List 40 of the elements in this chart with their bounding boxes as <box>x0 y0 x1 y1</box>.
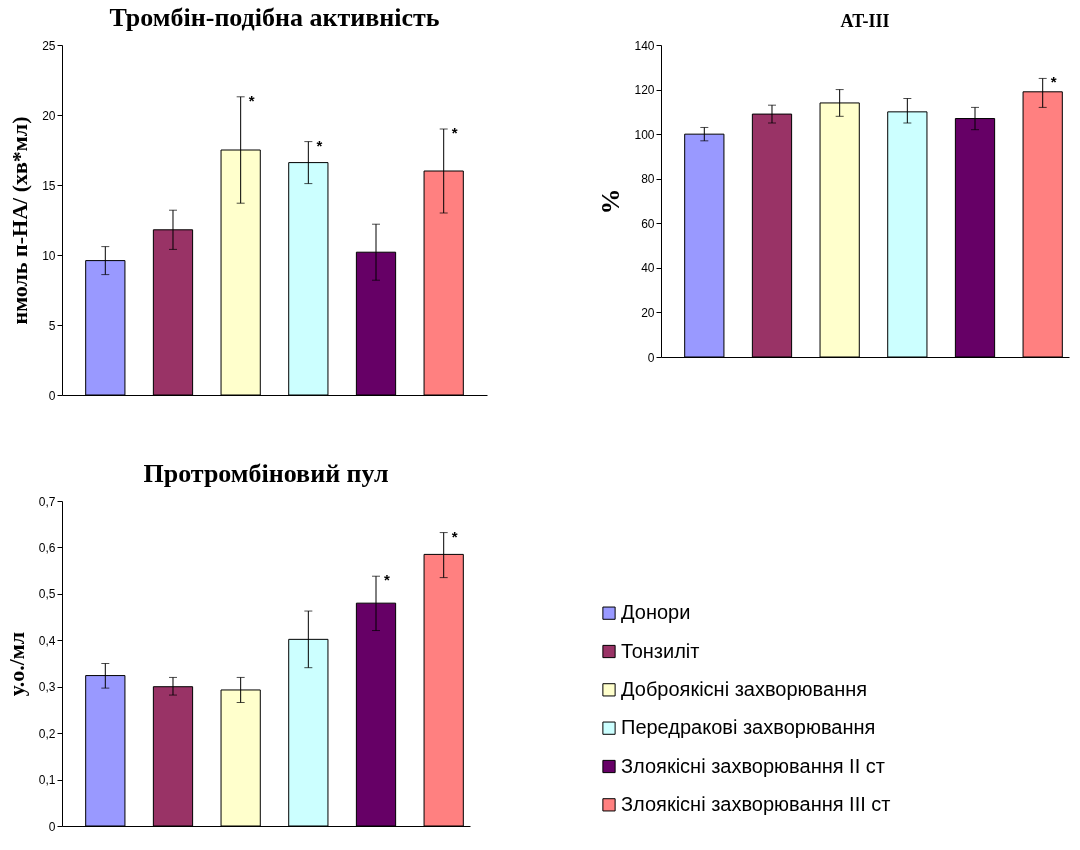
data-label: * <box>451 124 458 141</box>
legend-label: Передракові захворювання <box>621 716 876 739</box>
data-label: * <box>451 527 458 545</box>
legend-label: Донори <box>621 601 691 624</box>
y-tick-label: 10 <box>42 248 56 263</box>
y-tick-label: 0,7 <box>38 494 56 509</box>
legend-label: Злоякісні захворювання III ст <box>621 792 891 815</box>
y-tick-label: 5 <box>48 318 56 333</box>
y-tick-label: 120 <box>634 83 655 98</box>
y-tick-label: 140 <box>634 38 655 53</box>
y-tick-label: 100 <box>634 127 655 142</box>
y-tick-label: 0,4 <box>38 633 56 648</box>
y-tick-label: 20 <box>42 108 56 123</box>
data-label: * <box>384 571 391 589</box>
y-tick-label: 0,2 <box>38 726 56 741</box>
y-tick-label: 15 <box>42 178 56 193</box>
legend-label: Доброякісні захворювання <box>621 677 868 700</box>
data-label: * <box>1050 73 1057 91</box>
y-tick-label: 80 <box>641 172 655 187</box>
legend-label: Тонзиліт <box>621 639 700 662</box>
y-tick-label: 0 <box>48 819 56 834</box>
y-tick-label: 60 <box>641 216 655 231</box>
y-tick-label: 0,5 <box>38 587 56 602</box>
y-tick-label: 0 <box>647 350 655 365</box>
y-tick-label: 40 <box>641 261 655 276</box>
data-label: * <box>248 91 255 109</box>
chart-title: Тромбін-подібна активність <box>109 3 440 32</box>
y-tick-label: 0,1 <box>38 773 56 788</box>
chart-title: Протромбіновий пул <box>143 459 389 488</box>
y-axis-title: % <box>596 188 626 215</box>
y-tick-label: 25 <box>42 38 56 53</box>
y-tick-label: 20 <box>641 305 655 320</box>
y-axis-title: нмоль п-НА/ (хв*мл) <box>7 116 33 325</box>
chart-title: AT-III <box>840 11 890 31</box>
y-axis-title: у.о./мл <box>3 631 29 697</box>
data-label: * <box>316 136 323 154</box>
y-tick-label: 0,6 <box>38 540 56 555</box>
y-tick-label: 0,3 <box>38 680 56 695</box>
legend-label: Злоякісні захворювання II ст <box>621 754 885 777</box>
y-tick-label: 0 <box>48 388 56 403</box>
